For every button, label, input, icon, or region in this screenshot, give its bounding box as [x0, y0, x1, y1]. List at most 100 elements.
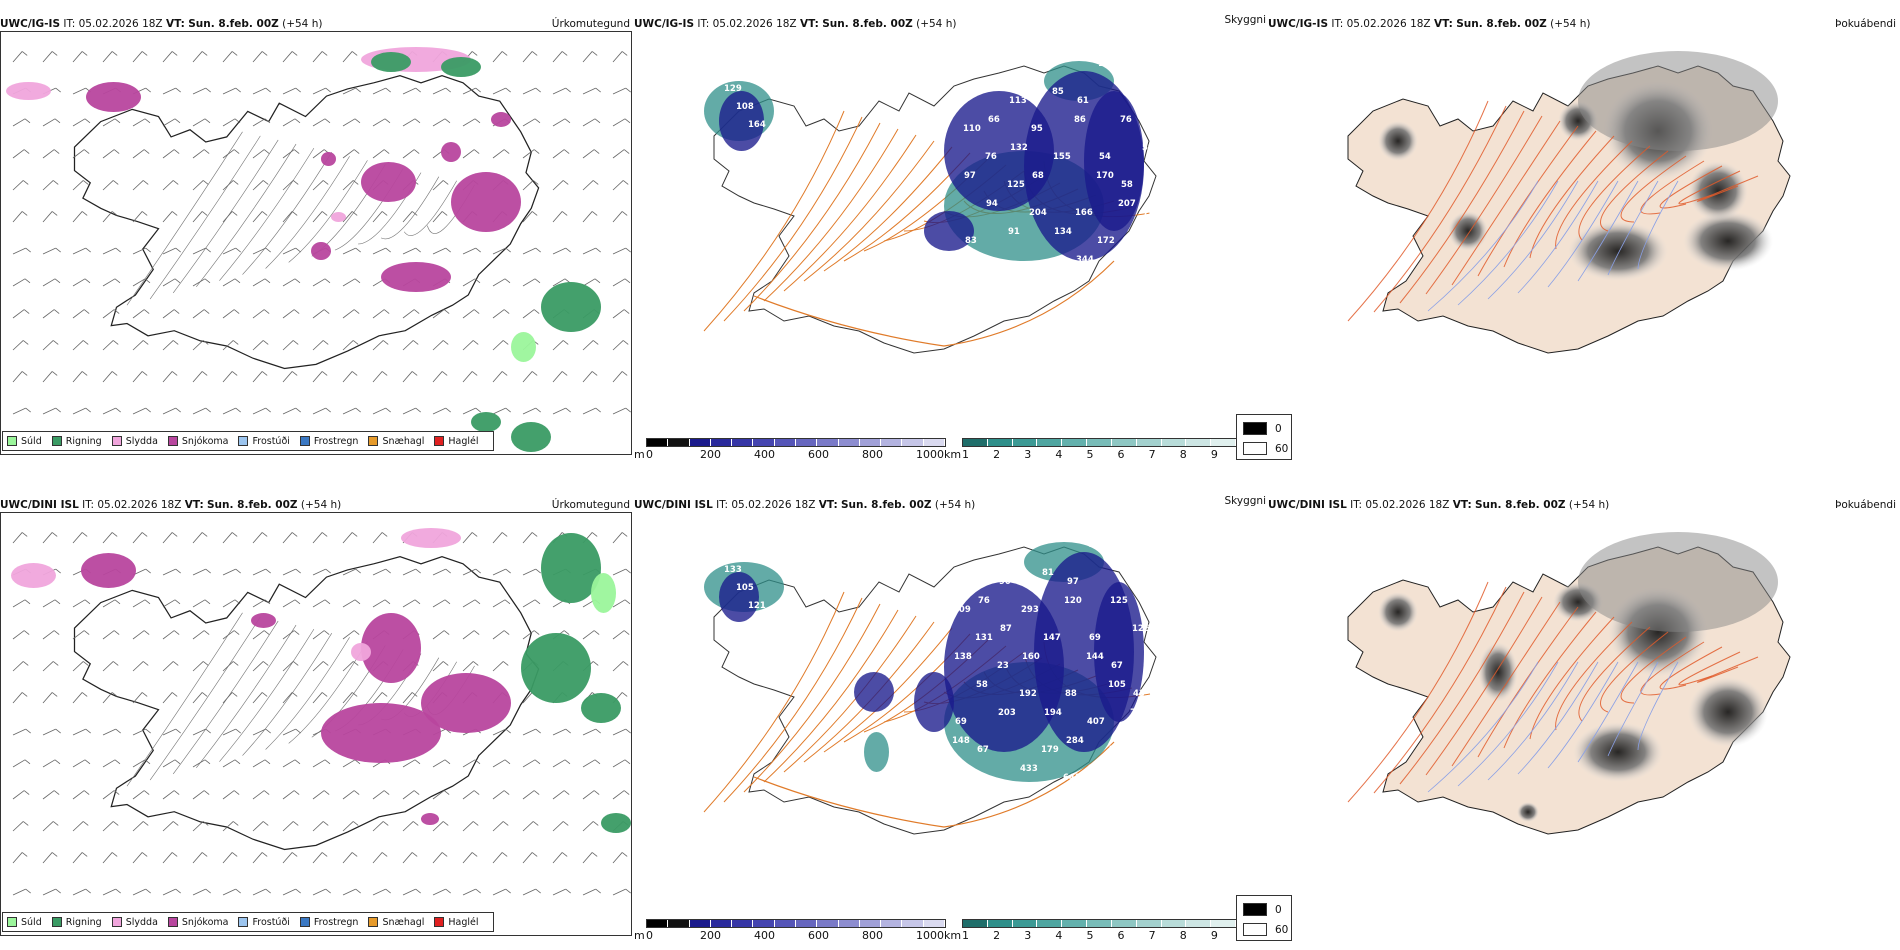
wind-barb — [612, 247, 631, 255]
wind-barb — [162, 87, 181, 95]
wind-barb — [282, 821, 299, 832]
colorbar-tick-label: 6 — [1117, 929, 1125, 942]
wind-barb — [342, 759, 361, 768]
wind-barb — [462, 568, 481, 576]
vt-value: Sun. 8.feb. 00Z — [1475, 499, 1566, 511]
cloud-base-value: 147 — [1043, 633, 1061, 643]
wind-barb — [282, 532, 298, 544]
fog-swatch-light — [1243, 442, 1267, 455]
wind-barb — [42, 661, 59, 672]
wind-barb — [282, 661, 299, 672]
colorbar-tick-label: 0 — [646, 448, 653, 461]
wind-barb — [582, 87, 601, 95]
colorbar-tick-label: 5 — [1086, 929, 1094, 942]
wind-barb — [492, 852, 508, 864]
wind-barb — [582, 790, 600, 800]
wind-barb — [342, 661, 359, 672]
wind-barb — [312, 888, 331, 896]
fog-header-1: UWC/IG-IS IT: 05.02.2026 18Z VT: Sun. 8.… — [1268, 18, 1590, 31]
wind-barb — [252, 180, 269, 191]
cloud-base-value: 194 — [1044, 708, 1062, 718]
precip-area-snjokoma — [361, 162, 416, 202]
lead-time: (+54 h) — [934, 499, 976, 511]
road-line — [1640, 641, 1705, 696]
wind-barb — [72, 790, 90, 800]
wind-barb — [432, 599, 451, 608]
wind-barb — [252, 630, 270, 640]
wind-barb — [582, 371, 598, 383]
wind-barb — [162, 759, 181, 768]
wind-barb — [162, 149, 180, 159]
legend-item-frostudi: Frostúði — [238, 917, 290, 928]
wind-barb — [12, 599, 31, 608]
legend-swatch — [238, 436, 249, 446]
colorbar-strip — [646, 919, 946, 928]
wind-barb — [162, 309, 180, 319]
wind-barb — [612, 340, 629, 351]
cloud-base-value: 344 — [1076, 255, 1094, 265]
wind-barb — [492, 888, 511, 896]
wind-barb — [552, 149, 570, 159]
visibility-colorbar-1: km12345678910 — [944, 436, 1262, 466]
road-line — [1678, 170, 1741, 205]
cloud-base-value: 54 — [1099, 152, 1111, 162]
wind-barb — [522, 247, 541, 255]
wind-barb — [12, 532, 28, 544]
wind-barb — [42, 309, 60, 319]
wind-barb — [432, 340, 449, 351]
precip-area-snjokoma — [81, 553, 136, 588]
cloud-base-value: 67 — [1111, 661, 1123, 671]
wind-barb — [582, 278, 601, 287]
wind-barb — [312, 180, 329, 191]
cloud-base-value: 68 — [1032, 171, 1044, 181]
fog-title-2: Þokuábendi — [1835, 499, 1896, 511]
wind-barb — [72, 599, 91, 608]
precip-area-snjokoma — [421, 673, 511, 733]
cloud-base-value: 121 — [748, 601, 766, 611]
cloud-base-value: 69 — [955, 717, 967, 727]
colorbar-segment — [1062, 439, 1088, 446]
wind-barb — [342, 180, 359, 191]
wind-barb — [282, 87, 301, 95]
colorbar-tick-label: 3 — [1024, 448, 1032, 461]
colorbar-segment — [795, 439, 818, 446]
cloud-panel-1: UWC/IG-IS IT: 05.02.2026 18Z VT: Sun. 8.… — [634, 14, 1266, 461]
cloud-base-value: 76 — [978, 596, 990, 606]
colorbar-segment — [732, 920, 754, 927]
cloud-base-value: 207 — [1118, 199, 1136, 209]
road-line — [1347, 100, 1489, 322]
wind-barb — [162, 211, 178, 223]
wind-barb — [492, 149, 510, 159]
wind-barb — [42, 371, 58, 383]
legend-item-snjokoma: Snjókoma — [167, 917, 228, 928]
wind-barb — [192, 728, 211, 736]
wind-barb — [162, 790, 180, 800]
wind-barb — [492, 728, 511, 736]
legend-label: Slydda — [125, 916, 158, 928]
cloud-base-value: 155 — [1053, 152, 1071, 162]
wind-barb — [582, 118, 601, 127]
precip-area-slydda — [351, 643, 371, 661]
wind-barb — [552, 852, 568, 864]
cloud-base-value: 142 — [1098, 59, 1116, 69]
legend-item-haglel: Haglél — [434, 436, 479, 447]
cloud-base-value: 61 — [1077, 96, 1089, 106]
wind-barb — [552, 371, 568, 383]
wind-barb — [102, 371, 118, 383]
vt-value: Sun. 8.feb. 00Z — [841, 499, 932, 511]
wind-barb — [552, 51, 568, 63]
precip-area-slydda — [11, 563, 56, 588]
wind-barb — [492, 599, 511, 608]
wind-barb — [192, 211, 208, 223]
cloud-base-value: 86 — [1074, 115, 1086, 125]
colorbar-tick-label: 3 — [1024, 929, 1032, 942]
wind-barb — [402, 407, 421, 415]
wind-barb — [252, 599, 271, 608]
river-line — [1517, 661, 1599, 775]
wind-barb — [402, 568, 421, 576]
wind-barb — [612, 51, 628, 63]
wind-barb — [612, 532, 628, 544]
wind-barb — [132, 759, 151, 768]
wind-barb — [462, 87, 481, 95]
precip-area-snjokoma — [321, 152, 336, 166]
